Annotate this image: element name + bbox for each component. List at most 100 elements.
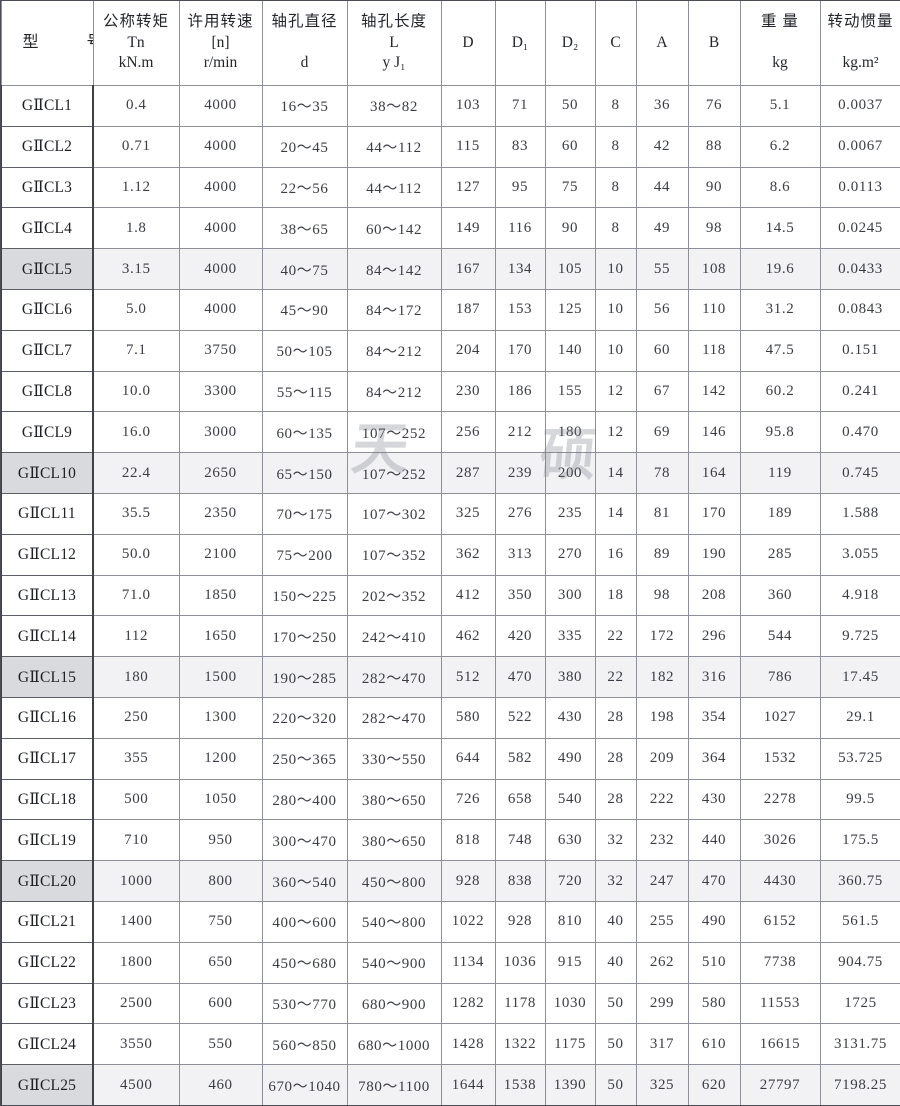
cell-B: 98: [687, 207, 741, 250]
cell-speed: 1300: [178, 696, 263, 739]
cell-B: 118: [687, 329, 741, 372]
cell-D2: 630: [544, 819, 596, 862]
header-allowable-speed: 许用转速 [n] r/min: [178, 0, 263, 86]
cell-D2: 380: [544, 656, 596, 698]
cell-D: 187: [440, 288, 496, 331]
cell-model: GⅡCL24: [0, 1023, 94, 1066]
cell-speed: 1850: [178, 574, 263, 617]
header-bore-length: 轴孔长度 L y J₁: [346, 0, 442, 86]
cell-B: 316: [687, 656, 741, 698]
cell-torque: 10.0: [92, 370, 180, 413]
table-row: GⅡCL17 355 1200 250～365 330～550 644 582 490 28 20…: [0, 737, 900, 780]
cell-C: 14: [594, 492, 637, 535]
cell-bore_len: 107～252: [346, 452, 442, 494]
cell-bore_len: 380～650: [346, 778, 442, 821]
table-row: GⅡCL9 16.0 3000 60～135 107～252 256 212 180 12 69 1…: [0, 411, 900, 454]
table-row: GⅡCL6 5.0 4000 45～90 84～172 187 153 125 10 56 110 3…: [0, 288, 900, 331]
cell-D1: 928: [494, 900, 546, 943]
header-nominal-torque: 公称转矩 Tn kN.m: [92, 0, 180, 86]
cell-A: 36: [635, 85, 689, 127]
cell-weight: 786: [739, 656, 821, 698]
cell-speed: 800: [178, 860, 263, 902]
cell-inertia: 99.5: [819, 778, 900, 821]
table-row: GⅡCL14 112 1650 170～250 242～410 462 420 335 22 17…: [0, 615, 900, 658]
table-row: GⅡCL15 180 1500 190～285 282～470 512 470 380 22 18…: [0, 656, 900, 698]
cell-D: 287: [440, 452, 496, 494]
cell-A: 325: [635, 1064, 689, 1106]
cell-D: 1134: [440, 941, 496, 984]
cell-C: 28: [594, 778, 637, 821]
cell-C: 12: [594, 411, 637, 454]
table-row: GⅡCL21 1400 750 400～600 540～800 1022 928 810 40 2…: [0, 900, 900, 943]
table-row: GⅡCL19 710 950 300～470 380～650 818 748 630 32 232…: [0, 819, 900, 862]
cell-D1: 582: [494, 737, 546, 780]
cell-D1: 748: [494, 819, 546, 862]
cell-bore_d: 280～400: [261, 778, 348, 821]
cell-torque: 0.4: [92, 85, 180, 127]
cell-torque: 50.0: [92, 533, 180, 576]
cell-inertia: 0.0113: [819, 166, 900, 209]
cell-C: 8: [594, 85, 637, 127]
header-bore-diameter-cn: 轴孔直径: [271, 13, 338, 31]
cell-weight: 60.2: [739, 370, 821, 413]
cell-D: 103: [440, 85, 496, 127]
cell-speed: 3750: [178, 329, 263, 372]
cell-C: 32: [594, 860, 637, 902]
cell-speed: 750: [178, 900, 263, 943]
cell-B: 208: [687, 574, 741, 617]
cell-weight: 27797: [739, 1064, 821, 1106]
cell-D2: 1030: [544, 982, 596, 1025]
cell-C: 50: [594, 982, 637, 1025]
cell-weight: 14.5: [739, 207, 821, 250]
cell-torque: 1.8: [92, 207, 180, 250]
cell-inertia: 0.470: [819, 411, 900, 454]
table-row: GⅡCL13 71.0 1850 150～225 202～352 412 350 300 18 9…: [0, 574, 900, 617]
cell-bore_len: 44～112: [346, 125, 442, 168]
cell-bore_d: 150～225: [261, 574, 348, 617]
cell-C: 22: [594, 656, 637, 698]
cell-D1: 116: [494, 207, 546, 250]
cell-D1: 212: [494, 411, 546, 454]
cell-speed: 2100: [178, 533, 263, 576]
cell-D1: 658: [494, 778, 546, 821]
cell-B: 296: [687, 615, 741, 658]
cell-D2: 270: [544, 533, 596, 576]
table-row: GⅡCL3 1.12 4000 22～56 44～112 127 95 75 8 44 90 8.6 0…: [0, 166, 900, 209]
cell-A: 44: [635, 166, 689, 209]
cell-D1: 350: [494, 574, 546, 617]
cell-model: GⅡCL20: [0, 860, 94, 902]
cell-torque: 4500: [92, 1064, 180, 1106]
header-A: A: [635, 0, 689, 86]
cell-weight: 3026: [739, 819, 821, 862]
cell-D1: 1538: [494, 1064, 546, 1106]
cell-C: 18: [594, 574, 637, 617]
cell-torque: 3.15: [92, 248, 180, 290]
cell-inertia: 9.725: [819, 615, 900, 658]
cell-inertia: 175.5: [819, 819, 900, 862]
cell-B: 510: [687, 941, 741, 984]
cell-B: 580: [687, 982, 741, 1025]
cell-D1: 1036: [494, 941, 546, 984]
cell-A: 69: [635, 411, 689, 454]
cell-D1: 276: [494, 492, 546, 535]
cell-A: 78: [635, 452, 689, 494]
cell-speed: 1050: [178, 778, 263, 821]
cell-D2: 1390: [544, 1064, 596, 1106]
cell-model: GⅡCL6: [0, 288, 94, 331]
cell-D: 325: [440, 492, 496, 535]
cell-D: 1022: [440, 900, 496, 943]
cell-weight: 7738: [739, 941, 821, 984]
cell-bore_d: 250～365: [261, 737, 348, 780]
cell-torque: 22.4: [92, 452, 180, 494]
cell-inertia: 0.0433: [819, 248, 900, 290]
header-weight-cn: 重 量: [761, 13, 799, 31]
header-weight-unit: kg: [772, 54, 788, 72]
cell-B: 470: [687, 860, 741, 902]
header-nominal-torque-symbol: Tn: [127, 33, 145, 51]
cell-model: GⅡCL9: [0, 411, 94, 454]
cell-bore_len: 107～352: [346, 533, 442, 576]
cell-D1: 1322: [494, 1023, 546, 1066]
table-row: GⅡCL1 0.4 4000 16～35 38～82 103 71 50 8 36 76 5.1 0.0…: [0, 85, 900, 127]
cell-torque: 112: [92, 615, 180, 658]
cell-inertia: 0.0843: [819, 288, 900, 331]
